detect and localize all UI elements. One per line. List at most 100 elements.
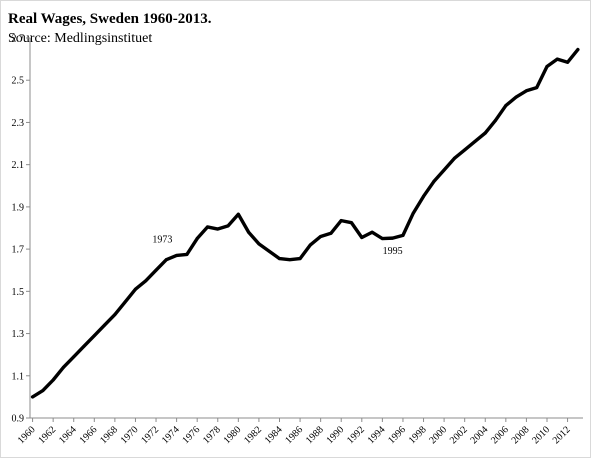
data-point <box>442 168 446 172</box>
data-point <box>205 225 209 229</box>
data-point <box>226 224 230 228</box>
x-tick-label: 1988 <box>304 424 326 446</box>
data-point <box>103 323 107 327</box>
data-point <box>473 139 477 143</box>
x-tick-label: 2012 <box>551 424 573 446</box>
x-tick-label: 2010 <box>530 424 552 446</box>
data-point <box>82 344 86 348</box>
data-point <box>175 253 179 257</box>
x-tick-label: 1980 <box>222 424 244 446</box>
data-point <box>185 252 189 256</box>
y-tick-label: 1.3 <box>12 329 25 340</box>
y-tick-label: 1.1 <box>12 371 25 382</box>
x-tick-label: 2008 <box>510 424 532 446</box>
x-tick-label: 1976 <box>180 424 202 446</box>
data-point <box>524 89 528 93</box>
data-point <box>339 219 343 223</box>
y-tick-label: 0.9 <box>12 414 25 425</box>
chart-title: Real Wages, Sweden 1960-2013. <box>8 11 212 27</box>
y-axis-ticks: 0.9 1.1 1.3 1.5 1.7 1.9 2.1 2.3 2.5 2.7 <box>12 34 30 425</box>
series-layer <box>30 47 580 399</box>
data-point <box>483 131 487 135</box>
x-tick-label: 1984 <box>263 424 285 446</box>
data-point <box>31 395 35 399</box>
x-axis-ticks: 1960196219641966196819701972197419761978… <box>16 418 573 446</box>
x-tick-label: 1994 <box>366 424 388 446</box>
data-point <box>308 243 312 247</box>
x-tick-label: 1962 <box>36 424 58 446</box>
x-tick-label: 1968 <box>98 424 120 446</box>
x-tick-label: 1996 <box>386 424 408 446</box>
y-tick-label: 2.7 <box>12 34 25 45</box>
data-point <box>432 180 436 184</box>
data-point <box>422 194 426 198</box>
data-point <box>329 231 333 235</box>
x-tick-label: 1998 <box>407 424 429 446</box>
data-point <box>545 65 549 68</box>
series-line <box>30 47 580 399</box>
x-tick-label: 2002 <box>448 424 470 446</box>
data-point <box>319 234 323 238</box>
data-point <box>72 355 76 359</box>
data-point <box>452 156 456 160</box>
data-point <box>401 233 405 237</box>
x-tick-label: 1978 <box>201 424 223 446</box>
data-point <box>41 389 45 393</box>
y-tick-label: 2.3 <box>12 118 25 129</box>
data-point <box>380 237 384 241</box>
data-point <box>411 211 415 215</box>
plot-area: 0.91.11.31.51.71.92.12.32.52.7 196019621… <box>12 34 583 446</box>
data-point <box>350 221 354 225</box>
data-point <box>123 300 127 304</box>
x-tick-label: 1972 <box>139 424 161 446</box>
chart-subtitle: Source: Medlingsinstituet <box>8 31 152 46</box>
y-tick-label: 1.7 <box>12 245 25 256</box>
data-point <box>195 237 199 241</box>
y-tick-label: 2.1 <box>12 160 25 171</box>
data-point <box>144 279 148 283</box>
data-point <box>113 313 117 317</box>
data-point <box>576 48 580 52</box>
annotation-1973: 1973 <box>152 235 172 246</box>
data-point <box>566 60 570 64</box>
x-tick-label: 1990 <box>324 424 346 446</box>
data-point <box>555 57 559 61</box>
data-point <box>288 258 292 262</box>
data-point <box>360 236 364 239</box>
data-point <box>61 365 65 369</box>
x-tick-label: 1986 <box>283 424 305 446</box>
data-point <box>92 334 96 338</box>
x-tick-label: 1982 <box>242 424 264 446</box>
data-point <box>535 86 539 90</box>
data-point <box>257 242 261 246</box>
x-tick-label: 2004 <box>468 424 490 446</box>
x-tick-label: 1992 <box>345 424 367 446</box>
data-point <box>164 258 168 262</box>
data-point <box>504 104 508 108</box>
x-tick-label: 2000 <box>427 424 449 446</box>
x-tick-label: 1970 <box>119 424 141 446</box>
x-tick-label: 1974 <box>160 424 182 446</box>
x-tick-label: 1964 <box>57 424 79 446</box>
data-point <box>133 287 137 291</box>
data-point <box>494 118 498 122</box>
y-tick-label: 2.5 <box>12 76 25 87</box>
x-tick-label: 1960 <box>16 424 38 446</box>
y-tick-label: 1.5 <box>12 287 25 298</box>
data-point <box>277 257 281 261</box>
data-point <box>236 212 240 216</box>
data-point <box>463 148 467 152</box>
data-point <box>267 249 271 253</box>
data-point <box>370 230 374 234</box>
data-point <box>298 257 302 261</box>
data-point <box>154 268 158 272</box>
y-tick-label: 1.9 <box>12 202 25 213</box>
data-point <box>51 378 55 382</box>
data-point <box>514 95 518 99</box>
x-tick-label: 2006 <box>489 424 511 446</box>
annotation-1995: 1995 <box>383 246 403 257</box>
data-point <box>391 236 395 240</box>
data-point <box>247 230 251 234</box>
